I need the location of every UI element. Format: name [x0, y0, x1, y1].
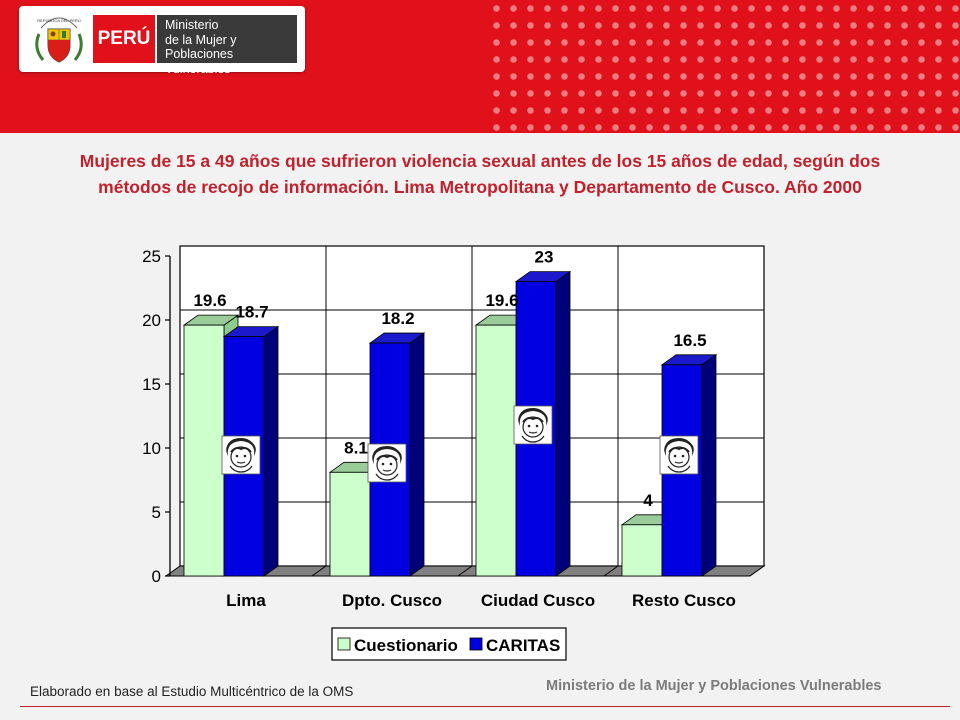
- face-head: [522, 416, 544, 438]
- face-head: [230, 446, 252, 468]
- header-banner: REPÚBLICA DEL PERÚ PERÚ Ministerio de la…: [0, 0, 960, 133]
- legend-swatch-cuestionario: [337, 637, 351, 651]
- face-eye-right: [535, 424, 539, 428]
- child-face-icon-1: [367, 443, 407, 483]
- country-label: PERÚ: [93, 15, 155, 63]
- face-bangs: [230, 447, 252, 453]
- bar-side: [263, 325, 279, 577]
- bar-side: [409, 332, 425, 577]
- face-eye-left: [527, 424, 531, 428]
- data-label-cuestionario-3: 4: [643, 491, 653, 510]
- data-label-caritas-0: 18.7: [235, 303, 268, 322]
- face-hair: [372, 446, 402, 464]
- data-label-cuestionario-0: 19.6: [193, 291, 226, 310]
- bar-side: [701, 354, 717, 577]
- face-shoulders: [667, 465, 691, 473]
- footer-divider: [20, 706, 950, 707]
- bar-front: [329, 471, 371, 577]
- data-label-cuestionario-2: 19.6: [485, 291, 518, 310]
- floor-divider-3: [603, 565, 619, 577]
- face-mouth: [674, 461, 684, 464]
- data-label-caritas-2: 23: [535, 248, 554, 267]
- face-shoulders: [521, 435, 545, 443]
- ministry-name: Ministerio de la Mujer y Poblaciones Vul…: [157, 15, 297, 76]
- ministry-line-1: Ministerio: [165, 18, 219, 32]
- face-mouth: [382, 469, 392, 472]
- face-eye-right: [243, 454, 247, 458]
- dot-pattern: [488, 0, 960, 133]
- face-eye-left: [381, 462, 385, 466]
- face-hair: [226, 438, 256, 456]
- ministry-logo: REPÚBLICA DEL PERÚ PERÚ Ministerio de la…: [19, 6, 305, 76]
- legend-label-caritas: CARITAS: [486, 636, 560, 655]
- footer-ministry: Ministerio de la Mujer y Poblaciones Vul…: [546, 678, 882, 694]
- y-tick-label-5: 5: [152, 503, 161, 522]
- face-icons: [221, 405, 699, 483]
- y-tick-label-25: 25: [142, 247, 161, 266]
- y-tick-label-20: 20: [142, 311, 161, 330]
- x-tick-label-1: Dpto. Cusco: [342, 591, 442, 610]
- bar-front: [475, 324, 517, 577]
- ministry-line-2: de la Mujer y: [165, 32, 237, 47]
- floor-divider-2: [457, 565, 473, 577]
- legend-box: [331, 627, 567, 661]
- child-face-icon-0: [221, 435, 261, 475]
- face-hair: [518, 408, 548, 426]
- face-shoulders: [375, 473, 399, 481]
- face-mouth: [528, 431, 538, 434]
- face-frame: [221, 435, 261, 475]
- face-eye-left: [673, 454, 677, 458]
- face-eye-right: [681, 454, 685, 458]
- source-note: Elaborado en base al Estudio Multicéntri…: [30, 684, 354, 699]
- legend-swatch-caritas: [469, 637, 483, 651]
- legend: Cuestionario CARITAS: [331, 627, 567, 661]
- chart-title: Mujeres de 15 a 49 años que sufrieron vi…: [79, 151, 881, 197]
- data-label-cuestionario-1: 8.1: [344, 438, 368, 457]
- face-eye-right: [389, 462, 393, 466]
- crest-caption: REPÚBLICA DEL PERÚ: [37, 18, 81, 23]
- face-bangs: [668, 447, 690, 453]
- face-head: [668, 446, 690, 468]
- y-tick-label-0: 0: [152, 567, 161, 586]
- face-bangs: [522, 417, 544, 423]
- x-tick-label-3: Resto Cusco: [632, 591, 736, 610]
- face-eye-left: [235, 454, 239, 458]
- face-bangs: [376, 455, 398, 461]
- face-head: [376, 454, 398, 476]
- face-frame: [367, 443, 407, 483]
- legend-label-cuestionario: Cuestionario: [354, 636, 458, 655]
- floor-divider-1: [311, 565, 327, 577]
- ministry-line-3: Poblaciones Vulnerables: [165, 47, 234, 76]
- y-tick-label-15: 15: [142, 375, 161, 394]
- child-face-icon-2: [513, 405, 553, 445]
- face-hair: [664, 438, 694, 456]
- bar-front: [621, 524, 663, 577]
- data-label-caritas-3: 16.5: [673, 331, 706, 350]
- x-tick-label-0: Lima: [226, 591, 266, 610]
- x-axis: Lima Dpto. Cusco Ciudad Cusco Resto Cusco: [226, 591, 736, 610]
- y-tick-label-10: 10: [142, 439, 161, 458]
- data-labels: 19.6 18.7 8.1 18.2 19.6 23 4 16.5: [193, 248, 706, 510]
- bar-front: [183, 324, 225, 577]
- x-tick-label-2: Ciudad Cusco: [481, 591, 595, 610]
- y-axis: 0 5 10 15 20 25: [142, 247, 171, 586]
- face-mouth: [236, 461, 246, 464]
- bar-side: [555, 270, 571, 577]
- face-shoulders: [229, 465, 253, 473]
- child-face-icon-3: [659, 435, 699, 475]
- data-label-caritas-1: 18.2: [381, 309, 414, 328]
- coat-of-arms-icon: REPÚBLICA DEL PERÚ: [35, 17, 83, 63]
